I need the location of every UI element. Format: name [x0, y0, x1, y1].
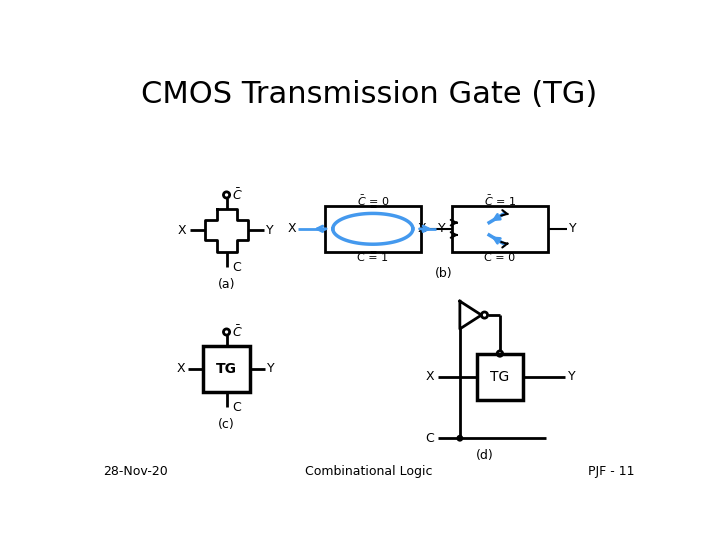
Bar [452, 206, 548, 252]
Text: PJF - 11: PJF - 11 [588, 465, 634, 478]
Text: (c): (c) [218, 418, 235, 431]
Text: X: X [178, 224, 186, 237]
Circle shape [457, 436, 462, 441]
Text: X: X [176, 362, 185, 375]
Bar [325, 206, 420, 252]
Text: Y: Y [266, 224, 274, 237]
Text: (a): (a) [218, 278, 235, 291]
Text: (d): (d) [476, 449, 493, 462]
Text: Combinational Logic: Combinational Logic [305, 465, 433, 478]
Text: X: X [418, 222, 427, 235]
Bar [204, 346, 250, 392]
Text: $\bar{C}$: $\bar{C}$ [232, 187, 243, 202]
Text: TG: TG [216, 362, 237, 376]
Text: C: C [232, 261, 240, 274]
Text: TG: TG [490, 370, 510, 383]
Text: C = 0: C = 0 [485, 253, 516, 263]
Text: X: X [287, 222, 296, 235]
Text: C: C [232, 401, 240, 414]
Text: C = 1: C = 1 [357, 253, 388, 263]
Text: Y: Y [570, 222, 577, 235]
Text: CMOS Transmission Gate (TG): CMOS Transmission Gate (TG) [141, 79, 597, 109]
Bar [477, 354, 523, 400]
Text: C: C [426, 432, 434, 445]
Polygon shape [460, 301, 482, 329]
Text: (b): (b) [436, 267, 453, 280]
Text: $\bar{C}$: $\bar{C}$ [232, 324, 243, 340]
Text: Y: Y [267, 362, 275, 375]
Text: 28-Nov-20: 28-Nov-20 [104, 465, 168, 478]
Text: Y: Y [438, 222, 446, 235]
Polygon shape [205, 209, 248, 252]
Text: $\bar{C}$ = 1: $\bar{C}$ = 1 [484, 194, 516, 208]
Text: Y: Y [567, 370, 575, 383]
Polygon shape [333, 213, 413, 244]
Text: $\bar{C}$ = 0: $\bar{C}$ = 0 [356, 194, 389, 208]
Text: X: X [426, 370, 434, 383]
